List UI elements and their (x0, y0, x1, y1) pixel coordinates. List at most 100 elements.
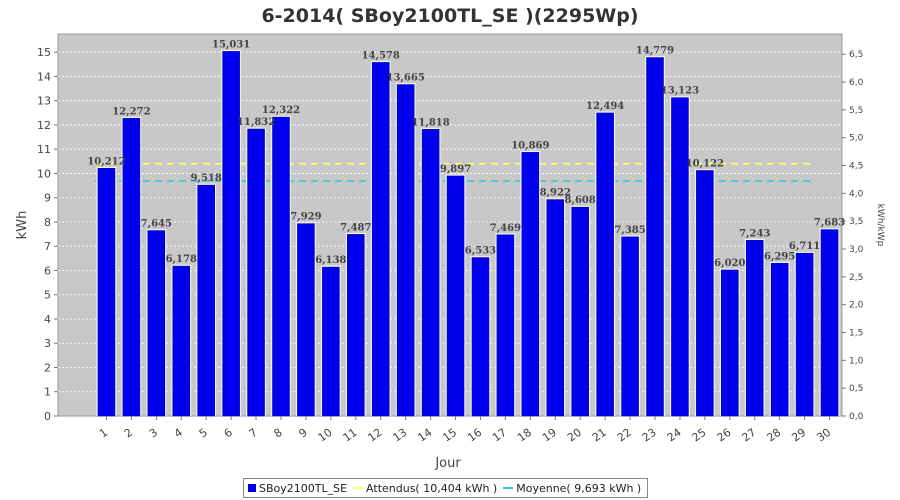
y-tick-label: 10 (37, 167, 51, 180)
y-tick-label: 0 (44, 410, 51, 423)
bar (521, 152, 540, 417)
y-right-tick-label: 0,0 (849, 412, 864, 422)
y-tick-label: 7 (44, 240, 51, 253)
bar (571, 206, 589, 417)
y-tick-label: 9 (44, 192, 51, 205)
y-tick-label: 13 (37, 95, 51, 108)
bar (247, 128, 265, 417)
data-label: 6,295 (764, 251, 795, 262)
bar (596, 112, 614, 417)
x-tick-label: 23 (640, 426, 659, 445)
y-tick-label: 2 (44, 361, 51, 374)
x-tick-label: 13 (390, 426, 409, 445)
y-tick-label: 4 (44, 313, 51, 326)
bar (471, 257, 490, 417)
legend-label-series: SBoy2100TL_SE (259, 481, 348, 495)
y-tick-label: 14 (37, 70, 51, 83)
legend: SBoy2100TL_SE Attendus( 10,404 kWh ) Moy… (243, 478, 649, 498)
y-right-tick-label: 2,5 (849, 273, 863, 283)
data-label: 6,533 (465, 246, 496, 257)
x-axis: 1 2 3 4 5 6 7 8 9 10 11 12 13 14 15 16 17 18 19 20 21 22 23 24 2… (97, 416, 833, 444)
x-tick-label: 24 (665, 426, 684, 445)
data-label: 9,518 (191, 173, 222, 184)
y-axis-title: kWh (15, 211, 30, 240)
y-tick-label: 1 (44, 386, 51, 399)
y-right-tick-label: 6,5 (849, 50, 863, 60)
y-tick-label: 5 (44, 289, 51, 302)
data-label: 7,929 (290, 212, 321, 223)
data-label: 7,487 (340, 222, 371, 233)
y-tick-label: 8 (44, 216, 51, 229)
x-tick-label: 11 (341, 426, 360, 445)
data-label: 7,469 (490, 223, 521, 234)
x-tick-label: 27 (740, 426, 759, 445)
bar (770, 263, 789, 417)
bar (621, 236, 639, 417)
x-tick-label: 12 (366, 426, 385, 445)
bar (322, 266, 340, 417)
bar-series (96, 49, 840, 417)
x-tick-label: 20 (565, 426, 584, 445)
y-tick-label: 3 (44, 337, 51, 350)
y-right-tick-label: 2,0 (849, 301, 864, 311)
legend-swatch-attendus (353, 487, 364, 489)
bar (721, 269, 739, 417)
bar (222, 51, 240, 417)
y-right-tick-label: 6,0 (849, 78, 864, 88)
x-tick-label: 25 (690, 426, 709, 445)
data-label: 7,683 (814, 218, 845, 229)
y-right-tick-label: 3,5 (849, 217, 863, 227)
bar (446, 175, 465, 417)
x-tick-label: 5 (197, 426, 210, 441)
bar (297, 223, 315, 417)
data-label: 14,779 (636, 46, 674, 57)
bar (272, 116, 290, 417)
x-tick-label: 4 (172, 426, 185, 441)
x-tick-label: 3 (147, 426, 160, 441)
data-label: 15,031 (212, 39, 250, 50)
data-label: 8,608 (565, 195, 596, 206)
y-tick-label: 12 (37, 119, 51, 132)
y-tick-label: 11 (37, 143, 51, 156)
legend-label-attendus: Attendus( 10,404 kWh ) (366, 481, 498, 495)
x-tick-label: 22 (615, 426, 634, 445)
bar (396, 84, 415, 417)
y-right-tick-label: 0,5 (849, 384, 863, 394)
bar (745, 240, 764, 417)
y-right-tick-label: 4,5 (849, 162, 863, 172)
data-label: 14,578 (362, 50, 400, 61)
x-tick-label: 26 (715, 426, 734, 445)
data-label: 11,818 (411, 117, 449, 128)
bar (795, 252, 814, 417)
x-tick-label: 19 (540, 426, 559, 445)
bar (197, 184, 215, 417)
x-tick-label: 6 (222, 426, 235, 441)
legend-label-moyenne: Moyenne( 9,693 kWh ) (516, 481, 642, 495)
x-axis-title: Jour (434, 456, 461, 471)
x-tick-label: 21 (590, 426, 609, 445)
y-right-tick-label: 1,5 (849, 329, 863, 339)
bar (421, 129, 440, 417)
x-tick-label: 14 (415, 426, 434, 445)
x-tick-label: 30 (814, 426, 833, 445)
data-label: 12,272 (112, 106, 150, 117)
data-labels: 10,21212,2727,6456,1789,51815,03111,8321… (87, 39, 845, 269)
y-right-tick-label: 1,0 (849, 356, 864, 366)
bar (820, 229, 839, 417)
bar (371, 62, 390, 417)
bar (496, 234, 515, 417)
data-label: 6,020 (714, 258, 745, 269)
y-axis-right-title: kWh/kWp (875, 204, 885, 247)
data-label: 10,212 (87, 156, 125, 167)
bar (147, 230, 166, 417)
x-tick-label: 29 (789, 426, 808, 445)
legend-item-series: SBoy2100TL_SE (248, 482, 347, 495)
y-right-tick-label: 3,0 (849, 245, 864, 255)
bar (172, 265, 191, 417)
data-label: 10,869 (511, 140, 549, 151)
x-tick-label: 8 (272, 426, 285, 441)
legend-item-attendus: Attendus( 10,404 kWh ) (353, 482, 497, 495)
x-tick-label: 7 (247, 426, 260, 441)
